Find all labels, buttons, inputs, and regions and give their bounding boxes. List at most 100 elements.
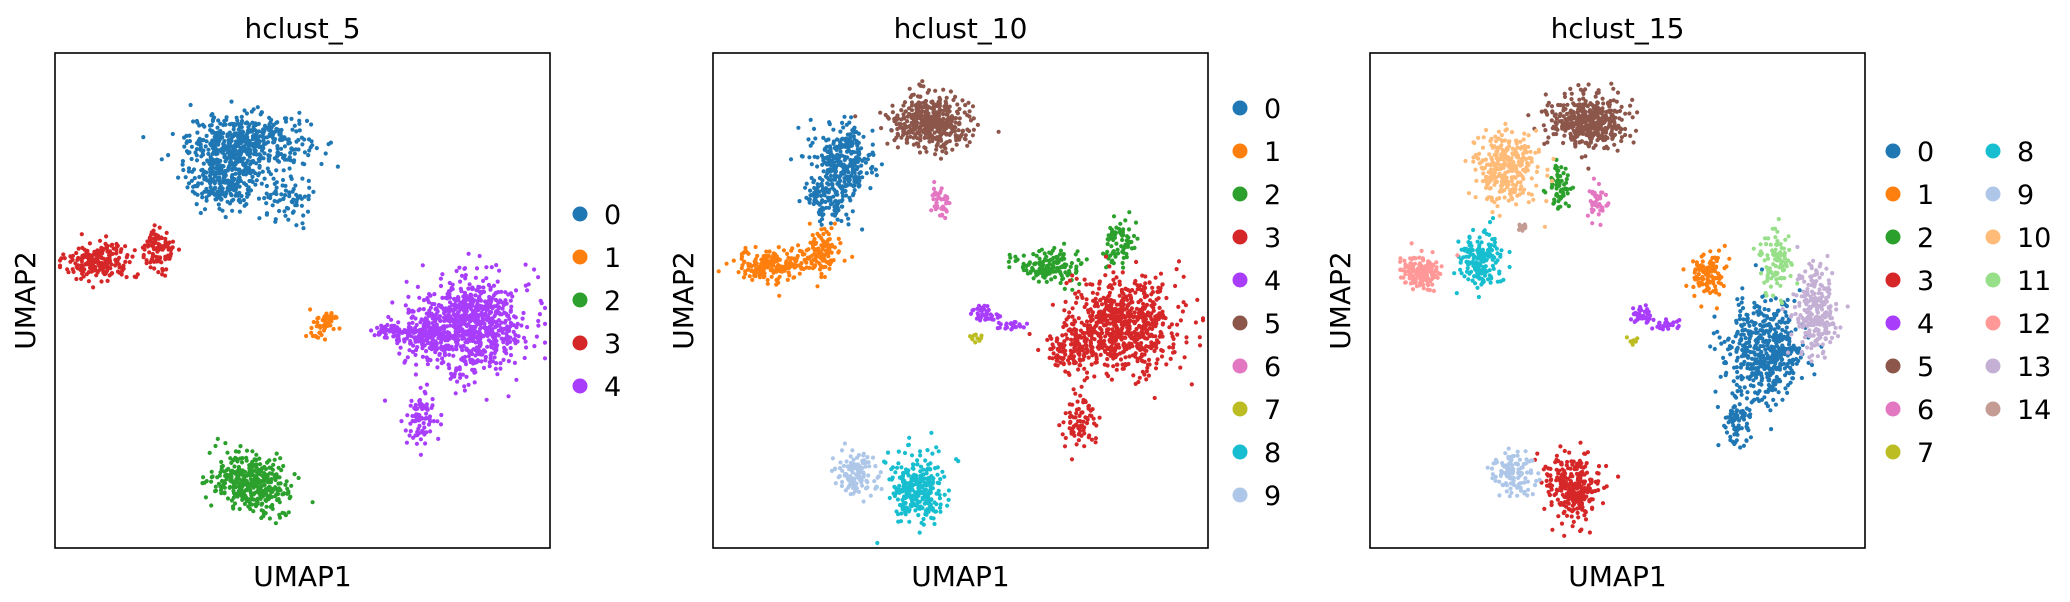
data-point: [965, 113, 970, 118]
legend-marker: [572, 206, 588, 222]
data-point: [970, 104, 976, 109]
data-point: [1184, 340, 1189, 345]
legend-marker: [572, 335, 588, 351]
data-point: [82, 267, 87, 272]
data-point: [201, 475, 206, 480]
data-point: [213, 443, 218, 449]
data-point: [1117, 334, 1122, 339]
data-point: [1156, 340, 1161, 345]
data-point: [256, 137, 261, 143]
data-point: [300, 142, 305, 147]
data-point: [239, 484, 244, 489]
data-point: [496, 318, 501, 323]
data-point: [249, 461, 254, 466]
data-point: [264, 504, 269, 509]
data-point: [762, 254, 768, 259]
data-point: [749, 263, 754, 269]
data-point: [845, 149, 850, 154]
data-point: [1021, 253, 1026, 258]
data-point: [499, 289, 504, 294]
data-point: [1153, 366, 1159, 371]
data-point: [1082, 339, 1087, 344]
data-point: [1073, 391, 1078, 396]
cluster-1-points: [304, 307, 342, 342]
data-point: [258, 480, 263, 486]
data-point: [207, 123, 213, 128]
data-point: [259, 181, 264, 186]
data-point: [829, 260, 834, 265]
data-point: [267, 132, 272, 137]
data-point: [1176, 259, 1182, 264]
data-point: [226, 178, 231, 183]
data-point: [513, 288, 519, 293]
data-point: [220, 463, 225, 469]
data-point: [827, 247, 832, 252]
data-point: [1112, 281, 1117, 286]
data-point: [204, 139, 209, 144]
data-point: [835, 217, 840, 222]
data-point: [484, 397, 489, 402]
data-point: [76, 246, 81, 251]
data-point: [967, 140, 972, 145]
data-point: [1060, 264, 1065, 269]
data-point: [228, 191, 233, 196]
data-point: [907, 86, 912, 91]
data-point: [828, 221, 834, 226]
data-point: [266, 496, 271, 502]
data-point: [235, 159, 240, 164]
data-point: [440, 272, 445, 277]
data-point: [1082, 277, 1087, 282]
data-point: [215, 171, 220, 176]
data-point: [1114, 315, 1119, 320]
data-point: [484, 307, 489, 313]
data-point: [850, 193, 856, 198]
data-point: [757, 275, 763, 280]
data-point: [1068, 419, 1073, 424]
data-point: [508, 345, 513, 351]
data-point: [105, 278, 110, 283]
data-point: [309, 122, 314, 127]
data-point: [212, 181, 217, 186]
data-point: [239, 125, 244, 130]
data-point: [235, 181, 240, 186]
data-point: [245, 139, 250, 144]
data-point: [68, 259, 73, 264]
data-point: [802, 252, 807, 257]
data-point: [489, 351, 494, 356]
data-point: [211, 117, 216, 122]
data-point: [786, 255, 791, 261]
data-point: [289, 146, 294, 151]
data-point: [249, 491, 254, 496]
data-point: [1042, 251, 1047, 256]
data-point: [422, 330, 427, 335]
data-point: [1173, 283, 1178, 289]
data-point: [1070, 273, 1075, 278]
data-point: [1107, 331, 1112, 336]
data-point: [763, 264, 768, 269]
data-point: [121, 266, 126, 271]
legend-item-1: 1: [572, 243, 621, 274]
data-point: [306, 193, 311, 198]
data-point: [1119, 327, 1124, 332]
data-point: [1076, 424, 1081, 429]
data-point: [447, 280, 452, 286]
data-point: [424, 382, 430, 387]
data-point: [481, 285, 486, 290]
chart-title: hclust_10: [894, 12, 1028, 45]
data-point: [479, 352, 484, 357]
data-point: [79, 276, 84, 281]
data-point: [775, 277, 780, 282]
data-point: [449, 285, 454, 291]
data-point: [740, 263, 745, 268]
data-point: [1094, 314, 1099, 319]
data-point: [806, 247, 811, 252]
data-point: [1069, 457, 1075, 462]
data-point: [259, 156, 264, 161]
data-point: [1126, 235, 1131, 240]
data-point: [1069, 351, 1074, 356]
data-point: [853, 114, 858, 119]
data-point: [310, 500, 315, 505]
data-point: [493, 324, 498, 329]
data-point: [1077, 363, 1082, 368]
data-point: [249, 497, 254, 502]
